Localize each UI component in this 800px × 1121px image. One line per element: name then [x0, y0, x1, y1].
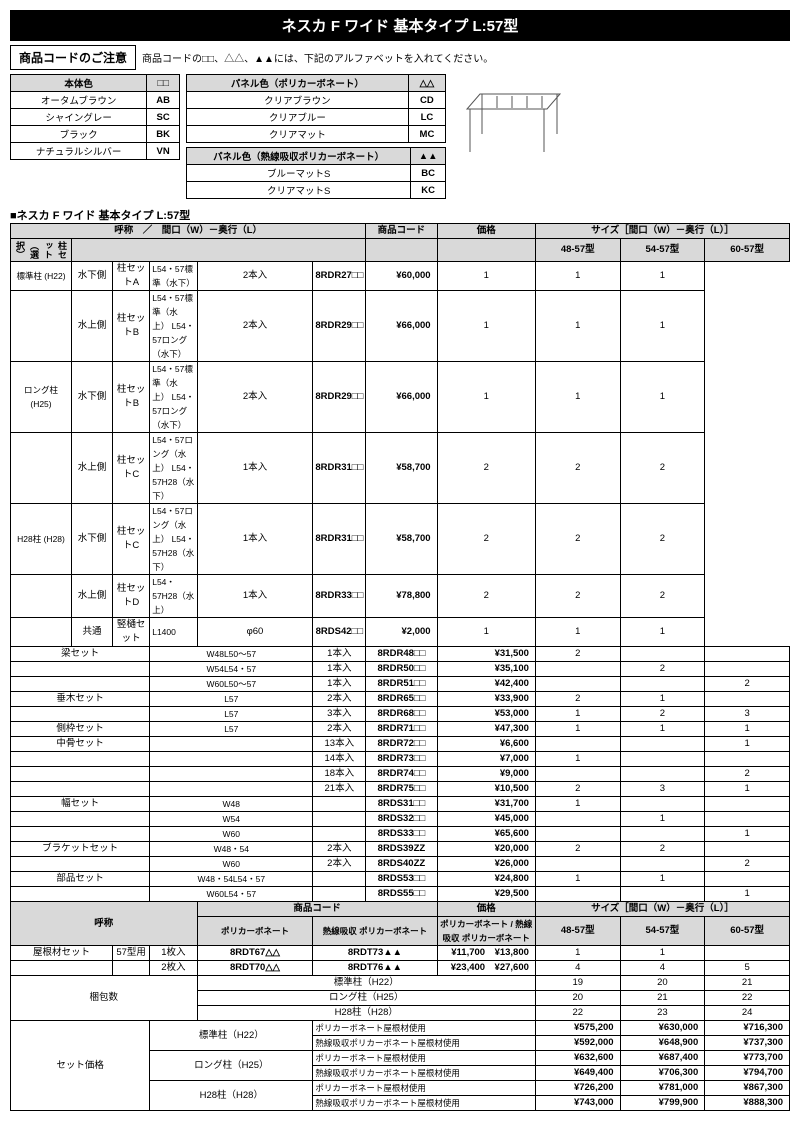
panel-pc-header: パネル色（ポリカーボネート） — [187, 75, 409, 92]
roof-hdr-hpc1: 熱線吸収 ポリカーボネート — [313, 917, 437, 946]
table-row: 水上側柱セットB L54・57標準（水上） L54・57ロング（水下） 2本入8… — [11, 291, 790, 362]
table-row: 側枠セット L57 2本入8RDR71□□ ¥47,300 111 — [11, 722, 790, 737]
table-row: 垂木セット L57 2本入8RDR65□□ ¥33,900 21 — [11, 692, 790, 707]
table-row: 中骨セット 13本入8RDR72□□ ¥6,600 1 — [11, 737, 790, 752]
page-title: ネスカ F ワイド 基本タイプ L:57型 — [10, 10, 790, 41]
body-color-sym: □□ — [147, 75, 180, 92]
table-row: ロング柱 (H25) 水下側柱セットB L54・57標準（水上） L54・57ロ… — [11, 362, 790, 433]
panel-hpc-sym: ▲▲ — [411, 148, 446, 165]
roof-hdr-code: 商品コード — [197, 902, 437, 917]
table-row: 標準柱 (H22) 水下側柱セットA L54・57標準（水下） 2本入8RDR2… — [11, 262, 790, 291]
body-color-header: 本体色 — [11, 75, 147, 92]
body-color-table: 本体色 □□ オータムブラウンABシャイングレーSCブラックBKナチュラルシルバ… — [10, 74, 180, 160]
table-row: 屋根材セット57型用1枚入 8RDT67△△8RDT73▲▲ ¥11,700 ¥… — [11, 946, 790, 961]
table-row: W54 8RDS32□□ ¥45,000 1 — [11, 812, 790, 827]
panel-pc-table: パネル色（ポリカーボネート） △△ クリアブラウンCDクリアブルーLCクリアマッ… — [186, 74, 446, 143]
table-row: ブルーマットSBC — [187, 165, 446, 182]
table-row: セット価格 標準柱（H22） ポリカーボネート屋根材使用 ¥575,200¥63… — [11, 1021, 790, 1036]
table-row: W60 8RDS33□□ ¥65,600 1 — [11, 827, 790, 842]
table-row: W60L54・57 8RDS55□□ ¥29,500 1 — [11, 887, 790, 902]
hdr-size: サイズ［間口（W）－奥行（L）］ — [535, 224, 789, 239]
table-row: ブラックBK — [11, 126, 180, 143]
notice-row: 商品コードのご注意 商品コードの□□、△△、▲▲には、下記のアルファベットを入れ… — [10, 45, 790, 70]
roof-hdr-price: 価格 — [437, 902, 535, 917]
notice-text: 商品コードの□□、△△、▲▲には、下記のアルファベットを入れてください。 — [142, 50, 493, 65]
roof-hdr-pc1: ポリカーボネート — [197, 917, 313, 946]
roof-hdr-ppair: ポリカーボネート / 熱線吸収 ポリカーボネート — [437, 917, 535, 946]
table-row: 14本入8RDR73□□ ¥7,000 1 — [11, 752, 790, 767]
table-row: 水上側柱セットD L54・57H28（水上） 1本入8RDR33□□ ¥78,8… — [11, 575, 790, 618]
table-row: 梱包数 標準柱（H22） 192021 — [11, 976, 790, 991]
panel-hpc-header: パネル色（熱線吸収ポリカーボネート） — [187, 148, 411, 165]
table-row: 2枚入 8RDT70△△8RDT76▲▲ ¥23,400 ¥27,600 445 — [11, 961, 790, 976]
hdr-s3: 60-57型 — [705, 239, 790, 262]
table-row: ナチュラルシルバーVN — [11, 143, 180, 160]
roof-hdr-s1: 48-57型 — [535, 917, 620, 946]
panel-hpc-table: パネル色（熱線吸収ポリカーボネート） ▲▲ ブルーマットSBCクリアマットSKC — [186, 147, 446, 199]
table-row: オータムブラウンAB — [11, 92, 180, 109]
table-row: 幅セット W48 8RDS31□□ ¥31,700 1 — [11, 797, 790, 812]
table-row: クリアブラウンCD — [187, 92, 446, 109]
panel-pc-sym: △△ — [408, 75, 445, 92]
hdr-code: 商品コード — [366, 224, 437, 239]
table-row: クリアマットSKC — [187, 182, 446, 199]
table-row: H28柱 (H28) 水下側柱セットC L54・57ロング（水上） L54・57… — [11, 504, 790, 575]
table-row: 18本入8RDR74□□ ¥9,000 2 — [11, 767, 790, 782]
hdr-s1: 48-57型 — [535, 239, 620, 262]
hdr-price: 価格 — [437, 224, 535, 239]
table-row: 部品セット W48・54L54・57 8RDS53□□ ¥24,800 11 — [11, 872, 790, 887]
hdr-s2: 54-57型 — [620, 239, 705, 262]
roof-hdr-s2: 54-57型 — [620, 917, 705, 946]
main-table: 呼称 ／ 間口（W）－奥行（L） 商品コード 価格 サイズ［間口（W）－奥行（L… — [10, 223, 790, 1111]
roof-hdr-s3: 60-57型 — [705, 917, 790, 946]
roof-hdr-size: サイズ［間口（W）－奥行（L）］ — [535, 902, 789, 917]
table-row: 21本入8RDR75□□ ¥10,500 231 — [11, 782, 790, 797]
table-row: L57 3本入8RDR68□□ ¥53,000 123 — [11, 707, 790, 722]
table-row: W60 2本入8RDS40ZZ ¥26,000 2 — [11, 857, 790, 872]
table-row: W60L50～57 1本入8RDR51□□ ¥42,400 2 — [11, 677, 790, 692]
roof-hdr-name: 呼称 — [11, 902, 198, 946]
table-row: ブラケットセット W48・54 2本入8RDS39ZZ ¥20,000 22 — [11, 842, 790, 857]
table-row: クリアマットMC — [187, 126, 446, 143]
section-title: ■ネスカ F ワイド 基本タイプ L:57型 — [10, 207, 790, 223]
notice-label: 商品コードのご注意 — [10, 45, 136, 70]
pillar-select-hdr: 柱セット（選択） — [11, 239, 72, 262]
table-row: 共通竪樋セット L1400 φ608RDS42□□ ¥2,000 111 — [11, 618, 790, 647]
product-diagram — [452, 74, 572, 167]
table-row: W54L54・57 1本入8RDR50□□ ¥35,100 2 — [11, 662, 790, 677]
table-row: 水上側柱セットC L54・57ロング（水上） L54・57H28（水下） 1本入… — [11, 433, 790, 504]
hdr-name: 呼称 ／ 間口（W）－奥行（L） — [11, 224, 366, 239]
table-row: 梁セット W48L50～57 1本入8RDR48□□ ¥31,500 2 — [11, 647, 790, 662]
table-row: クリアブルーLC — [187, 109, 446, 126]
table-row: シャイングレーSC — [11, 109, 180, 126]
